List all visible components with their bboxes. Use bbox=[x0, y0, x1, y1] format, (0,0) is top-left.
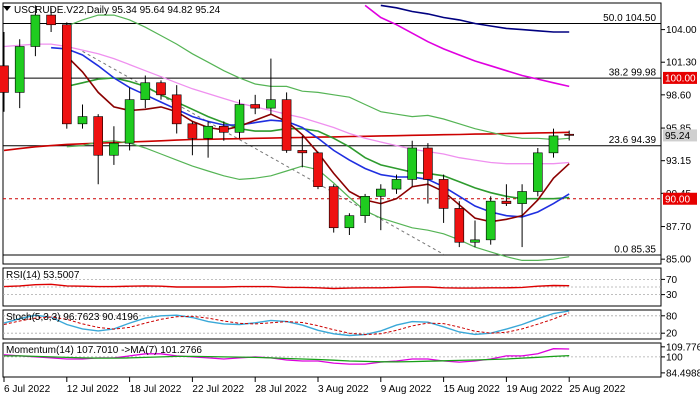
candle-body bbox=[61, 24, 72, 125]
indicator-tick-label: 84.4988 bbox=[666, 368, 700, 379]
date-tick-label: 28 Jul 2022 bbox=[255, 384, 307, 395]
candle-body bbox=[375, 188, 386, 197]
candle-body bbox=[454, 208, 465, 243]
candle-body bbox=[532, 152, 543, 192]
price-tick-label: 87.70 bbox=[666, 222, 691, 233]
indicator-tick-label: 30 bbox=[666, 290, 678, 301]
indicator-tick-label: 109.7762 bbox=[666, 342, 700, 353]
level-label: 0.0 85.35 bbox=[614, 244, 656, 255]
candle-body bbox=[171, 94, 182, 125]
price-tick-label: 101.30 bbox=[666, 58, 697, 69]
candle-body bbox=[407, 147, 418, 180]
candle-body bbox=[30, 14, 41, 47]
price-tag bbox=[663, 71, 697, 84]
level-label: 50.0 104.50 bbox=[603, 13, 656, 24]
indicator-series-line bbox=[3, 312, 570, 336]
candle-body bbox=[501, 200, 512, 204]
candle-body bbox=[250, 104, 260, 109]
candle-body bbox=[328, 186, 339, 229]
indicator-line bbox=[364, 4, 570, 88]
candle-body bbox=[46, 14, 56, 26]
candle-body bbox=[0, 65, 9, 93]
candle-body bbox=[423, 147, 433, 180]
indicator-title: Momentum(14) 107.7010 ->MA(7) 101.2766 bbox=[6, 345, 202, 356]
indicator-line bbox=[66, 77, 570, 200]
date-tick-label: 15 Aug 2022 bbox=[444, 384, 501, 395]
price-tag bbox=[663, 129, 697, 142]
candle-body bbox=[219, 125, 229, 133]
indicator-title: RSI(14) 53.5007 bbox=[6, 270, 80, 281]
price-tag bbox=[663, 192, 697, 205]
candle-body bbox=[203, 125, 213, 139]
candle-body bbox=[485, 200, 496, 241]
level-label: 38.2 99.98 bbox=[609, 68, 657, 79]
candle-body bbox=[266, 99, 276, 109]
candle-body bbox=[109, 142, 119, 156]
indicator-series-line bbox=[4, 354, 570, 363]
candle-body bbox=[313, 152, 323, 187]
candle-body bbox=[77, 116, 88, 125]
candle-body bbox=[564, 133, 575, 136]
date-tick-label: 12 Jul 2022 bbox=[67, 384, 119, 395]
chart-title: USCRUDE.V22,Daily 95.34 95.64 94.82 95.2… bbox=[14, 5, 221, 16]
price-tick-label: 104.00 bbox=[666, 25, 697, 36]
level-label: 23.6 94.39 bbox=[609, 135, 657, 146]
price-tag-label: 100.00 bbox=[665, 74, 696, 85]
candle-body bbox=[360, 196, 370, 216]
candle-body bbox=[93, 116, 103, 156]
indicator-tick-label: 100 bbox=[666, 352, 683, 363]
indicator-title: Stoch(5,3,3) 96.7623 90.4196 bbox=[6, 312, 139, 323]
candle-body bbox=[438, 179, 449, 209]
date-tick-label: 6 Jul 2022 bbox=[4, 384, 51, 395]
candle-body bbox=[344, 215, 355, 229]
collapse-triangle-icon bbox=[3, 6, 11, 11]
indicator-tick-label: 80 bbox=[666, 311, 678, 322]
price-tag-label: 90.00 bbox=[665, 195, 690, 206]
indicator-line bbox=[51, 46, 570, 218]
date-tick-label: 19 Aug 2022 bbox=[506, 384, 563, 395]
date-tick-label: 18 Jul 2022 bbox=[130, 384, 182, 395]
price-tick-label: 98.60 bbox=[666, 90, 691, 101]
candle-body bbox=[187, 123, 198, 139]
candle-body bbox=[517, 191, 527, 204]
indicator-series-line bbox=[3, 283, 570, 290]
indicator-tick-label: 20 bbox=[666, 329, 678, 340]
indicator-line bbox=[66, 14, 570, 141]
candle-body bbox=[281, 99, 292, 151]
indicator-tick-label: 70 bbox=[666, 275, 678, 286]
date-tick-label: 9 Aug 2022 bbox=[381, 384, 432, 395]
price-tick-label: 95.85 bbox=[666, 124, 691, 135]
candle-body bbox=[156, 82, 166, 96]
candle-body bbox=[470, 239, 480, 243]
candle-body bbox=[14, 46, 25, 93]
date-tick-label: 22 Jul 2022 bbox=[192, 384, 244, 395]
indicator-line bbox=[380, 4, 570, 33]
date-tick-label: 25 Aug 2022 bbox=[569, 384, 626, 395]
price-tick-label: 93.15 bbox=[666, 156, 691, 167]
date-tick-label: 3 Aug 2022 bbox=[318, 384, 369, 395]
price-tag-label: 95.24 bbox=[665, 131, 690, 142]
candle-body bbox=[234, 104, 245, 133]
candle-body bbox=[297, 150, 308, 154]
candle-body bbox=[124, 99, 135, 144]
candle-body bbox=[140, 82, 151, 100]
candle-body bbox=[548, 135, 559, 154]
candle-body bbox=[391, 179, 402, 190]
price-tick-label: 85.00 bbox=[666, 255, 691, 266]
